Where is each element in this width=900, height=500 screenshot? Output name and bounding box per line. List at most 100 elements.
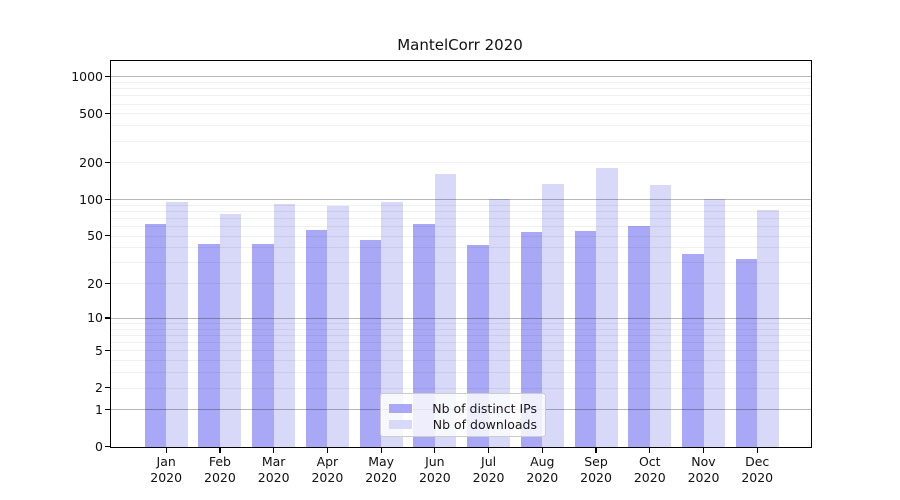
y-tick-mark [105, 446, 110, 448]
bar-distinct-ips [305, 229, 328, 447]
y-gridline-minor [111, 262, 811, 264]
x-tick-mark [326, 448, 328, 453]
bar-distinct-ips [198, 243, 220, 447]
x-tick-mark [756, 448, 758, 453]
y-gridline-minor [111, 162, 811, 164]
x-tick-mark [380, 448, 382, 453]
y-gridline-minor [111, 81, 811, 83]
bar-downloads [166, 201, 188, 447]
y-tick-mark [105, 387, 110, 389]
y-gridline-minor [111, 342, 811, 344]
y-gridline-minor [111, 204, 811, 206]
legend-swatch-downloads [389, 419, 412, 429]
x-tick-label: Nov 2020 [687, 454, 720, 485]
y-gridline-minor [111, 372, 811, 374]
y-gridline-minor [111, 360, 811, 362]
y-gridline-minor [111, 226, 811, 228]
legend-label: Nb of distinct IPs [432, 400, 537, 416]
y-tick-label: 5 [95, 342, 103, 358]
y-gridline-major [111, 199, 811, 201]
bar-distinct-ips [252, 243, 274, 447]
y-tick-label: 0 [95, 439, 103, 454]
y-tick-label: 1 [95, 401, 103, 417]
x-tick-label: Sep 2020 [580, 454, 612, 485]
x-tick-mark [595, 448, 597, 453]
y-tick-label: 500 [79, 105, 103, 121]
x-tick-label: Aug 2020 [526, 454, 559, 485]
bar-distinct-ips [413, 223, 435, 447]
y-tick-mark [105, 349, 110, 352]
y-gridline-minor [111, 140, 811, 142]
x-tick-label: Mar 2020 [257, 454, 290, 485]
y-tick-mark [105, 235, 110, 237]
y-gridline-minor [111, 95, 811, 97]
y-gridline-minor [111, 247, 811, 249]
x-tick-label: Oct 2020 [633, 454, 666, 485]
x-tick-mark [702, 448, 705, 453]
bar-downloads [542, 184, 564, 447]
bar-downloads [273, 204, 296, 447]
y-tick-label: 100 [79, 191, 103, 207]
y-tick-mark [105, 408, 110, 411]
y-tick-mark [105, 161, 110, 163]
x-tick-label: Jul 2020 [472, 454, 505, 485]
y-tick-mark [105, 198, 110, 200]
y-gridline-minor [111, 335, 811, 337]
x-tick-mark [434, 448, 436, 453]
x-tick-mark [219, 448, 221, 453]
x-tick-label: May 2020 [365, 454, 398, 485]
x-tick-label: Jan 2020 [150, 454, 183, 485]
plot-area: Nb of distinct IPs Nb of downloads 1000 5… [71, 60, 812, 485]
y-gridline-minor [111, 103, 811, 105]
x-tick-label: Jun 2020 [418, 454, 451, 485]
y-gridline-minor [111, 125, 811, 127]
bar-downloads [649, 185, 672, 447]
y-tick-label: 20 [87, 275, 103, 291]
y-gridline-minor [111, 283, 811, 285]
x-tick-label: Feb 2020 [204, 454, 236, 485]
bar-downloads [219, 214, 242, 447]
bar-downloads [757, 209, 779, 447]
y-tick-mark [105, 112, 110, 115]
y-gridline-minor [111, 323, 811, 325]
bar-distinct-ips [735, 259, 758, 447]
chart-title: MantelCorr 2020 [397, 36, 523, 54]
x-tick-label: Apr 2020 [311, 454, 344, 485]
legend-item-distinct-ips: Nb of distinct IPs [389, 400, 537, 416]
x-tick-mark [165, 448, 167, 453]
y-gridline-minor [111, 328, 811, 330]
y-gridline-major [111, 317, 811, 319]
y-tick-mark [105, 282, 110, 285]
bar-distinct-ips [359, 240, 382, 447]
y-gridline-minor [111, 210, 811, 212]
legend-swatch-distinct-ips [389, 403, 412, 413]
legend-label: Nb of downloads [432, 416, 537, 432]
legend-item-downloads: Nb of downloads [389, 416, 537, 432]
bar-distinct-ips [628, 226, 650, 447]
y-gridline-minor [111, 350, 811, 352]
y-gridline-minor [111, 218, 811, 220]
y-tick-mark [105, 317, 110, 319]
x-tick-mark [649, 448, 651, 453]
y-tick-label: 1000 [71, 68, 103, 84]
y-tick-label: 10 [87, 310, 103, 326]
bar-distinct-ips [574, 230, 597, 447]
bar-distinct-ips [682, 254, 704, 447]
x-tick-mark [273, 448, 275, 453]
bar-downloads [703, 199, 725, 447]
x-tick-mark [541, 448, 543, 453]
y-gridline-minor [111, 88, 811, 90]
y-gridline-minor [111, 113, 811, 115]
y-tick-label: 50 [87, 228, 103, 244]
bar-downloads [327, 205, 349, 447]
legend: Nb of distinct IPs Nb of downloads [380, 393, 546, 437]
y-tick-label: 200 [79, 154, 103, 170]
x-tick-mark [487, 448, 490, 453]
x-tick-label: Dec 2020 [741, 454, 774, 485]
bar-downloads [596, 167, 618, 447]
y-gridline-major [111, 76, 811, 78]
y-tick-label: 2 [95, 380, 103, 396]
bar-downloads [488, 198, 511, 447]
bar-downloads [381, 201, 403, 447]
